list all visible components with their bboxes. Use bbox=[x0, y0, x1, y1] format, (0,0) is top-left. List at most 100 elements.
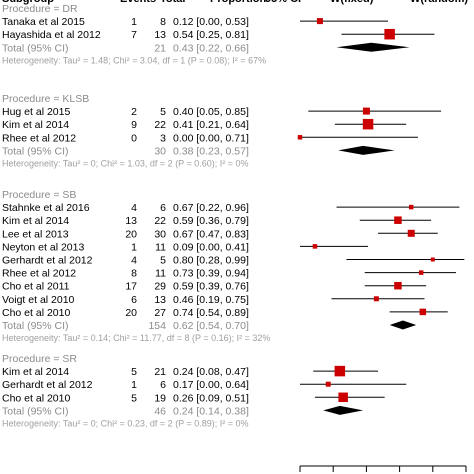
study-name: Stahnke et al 2016 bbox=[2, 202, 90, 214]
study-ci-text: 0.12 [0.00, 0.53] bbox=[173, 16, 249, 28]
study-events: 1 bbox=[131, 379, 137, 391]
study-point bbox=[312, 244, 318, 249]
study-total: 11 bbox=[155, 268, 166, 280]
study-name: Tanaka et al 2015 bbox=[2, 16, 85, 28]
study-point bbox=[325, 381, 331, 387]
study-total: 11 bbox=[155, 241, 166, 253]
header-total: Total bbox=[160, 0, 185, 5]
study-name: Hayashida et al 2012 bbox=[2, 29, 101, 41]
group-label: Procedure = SR bbox=[2, 353, 77, 365]
study-events: 8 bbox=[131, 268, 137, 280]
total-ci-text: 0.38 [0.23, 0.57] bbox=[173, 145, 249, 157]
header-subgroup: Subgroup bbox=[2, 0, 54, 5]
study-total: 30 bbox=[154, 228, 166, 240]
study-name: Lee et al 2013 bbox=[2, 228, 69, 240]
study-total: 13 bbox=[154, 29, 166, 41]
study-ci-text: 0.67 [0.22, 0.96] bbox=[173, 202, 249, 214]
study-point bbox=[316, 18, 323, 25]
total-n: 30 bbox=[154, 145, 166, 157]
study-events: 2 bbox=[131, 106, 137, 118]
study-events: 17 bbox=[125, 281, 137, 293]
study-point bbox=[408, 204, 414, 210]
study-point bbox=[394, 216, 402, 224]
study-name: Kim et al 2014 bbox=[2, 119, 69, 131]
study-total: 3 bbox=[160, 132, 166, 144]
study-total: 19 bbox=[154, 392, 166, 404]
total-label: Total (95% CI) bbox=[2, 42, 69, 54]
study-events: 20 bbox=[125, 228, 137, 240]
study-name: Voigt et al 2010 bbox=[2, 294, 75, 306]
study-total: 27 bbox=[154, 307, 166, 319]
heterogeneity-text: Heterogeneity: Tau² = 1.48; Chi² = 3.04,… bbox=[2, 55, 266, 65]
study-events: 1 bbox=[131, 16, 137, 28]
study-total: 13 bbox=[154, 294, 166, 306]
study-point bbox=[297, 135, 303, 140]
study-total: 5 bbox=[160, 255, 166, 267]
study-point bbox=[362, 107, 370, 115]
total-ci-text: 0.24 [0.14, 0.38] bbox=[173, 405, 249, 417]
study-total: 22 bbox=[154, 119, 166, 131]
study-point bbox=[419, 308, 427, 316]
study-ci-text: 0.80 [0.28, 0.99] bbox=[173, 255, 249, 267]
study-events: 4 bbox=[131, 202, 137, 214]
study-ci-text: 0.24 [0.08, 0.47] bbox=[173, 366, 249, 378]
study-name: Hug et al 2015 bbox=[2, 106, 70, 118]
study-point bbox=[334, 365, 346, 377]
study-name: Neyton et al 2013 bbox=[2, 241, 84, 253]
study-total: 22 bbox=[154, 215, 166, 227]
group-label: Procedure = DR bbox=[2, 3, 78, 15]
study-ci-text: 0.74 [0.54, 0.89] bbox=[173, 307, 249, 319]
study-ci-text: 0.00 [0.00, 0.71] bbox=[173, 132, 249, 144]
total-label: Total (95% CI) bbox=[2, 145, 69, 157]
total-label: Total (95% CI) bbox=[2, 405, 69, 417]
header-wfixed: W(fixed) bbox=[330, 0, 374, 5]
group-label: Procedure = SB bbox=[2, 189, 76, 201]
total-ci-text: 0.43 [0.22, 0.66] bbox=[173, 42, 249, 54]
total-n: 21 bbox=[154, 42, 166, 54]
study-total: 29 bbox=[154, 281, 166, 293]
study-events: 7 bbox=[131, 29, 137, 41]
study-total: 6 bbox=[160, 202, 166, 214]
study-events: 20 bbox=[125, 307, 137, 319]
study-total: 8 bbox=[160, 16, 166, 28]
heterogeneity-text: Heterogeneity: Tau² = 0.14; Chi² = 11.77… bbox=[2, 333, 270, 343]
study-ci-text: 0.41 [0.21, 0.64] bbox=[173, 119, 249, 131]
header-events: Events bbox=[120, 0, 156, 5]
study-events: 5 bbox=[131, 366, 137, 378]
study-total: 21 bbox=[154, 366, 166, 378]
study-name: Rhee et al 2012 bbox=[2, 132, 76, 144]
study-events: 4 bbox=[131, 255, 137, 267]
total-n: 154 bbox=[148, 320, 166, 332]
header-ci: 95% CI bbox=[265, 0, 301, 5]
study-name: Kim et al 2014 bbox=[2, 215, 69, 227]
study-ci-text: 0.09 [0.00, 0.41] bbox=[173, 241, 249, 253]
study-events: 13 bbox=[125, 215, 137, 227]
total-n: 46 bbox=[154, 405, 166, 417]
study-name: Cho et al 2011 bbox=[2, 281, 70, 293]
study-name: Cho et al 2010 bbox=[2, 307, 70, 319]
header-proportion: Proportion bbox=[210, 0, 266, 5]
total-label: Total (95% CI) bbox=[2, 320, 69, 332]
study-name: Gerhardt et al 2012 bbox=[2, 255, 93, 267]
study-ci-text: 0.67 [0.47, 0.83] bbox=[173, 228, 249, 240]
study-ci-text: 0.73 [0.39, 0.94] bbox=[173, 268, 249, 280]
study-total: 6 bbox=[160, 379, 166, 391]
study-point bbox=[418, 270, 424, 275]
study-events: 0 bbox=[131, 132, 137, 144]
study-point bbox=[338, 392, 348, 403]
study-name: Kim et al 2014 bbox=[2, 366, 69, 378]
study-point bbox=[394, 281, 402, 290]
summary-diamond bbox=[389, 320, 417, 330]
header-wrandom: W(random) bbox=[410, 0, 468, 5]
study-point bbox=[384, 28, 395, 40]
study-events: 5 bbox=[131, 392, 137, 404]
study-ci-text: 0.54 [0.25, 0.81] bbox=[173, 29, 249, 41]
summary-diamond bbox=[338, 145, 395, 155]
summary-diamond bbox=[323, 405, 364, 415]
study-events: 9 bbox=[131, 119, 137, 131]
study-total: 5 bbox=[160, 106, 166, 118]
study-events: 6 bbox=[131, 294, 137, 306]
study-ci-text: 0.26 [0.09, 0.51] bbox=[173, 392, 249, 404]
study-ci-text: 0.17 [0.00, 0.64] bbox=[173, 379, 249, 391]
